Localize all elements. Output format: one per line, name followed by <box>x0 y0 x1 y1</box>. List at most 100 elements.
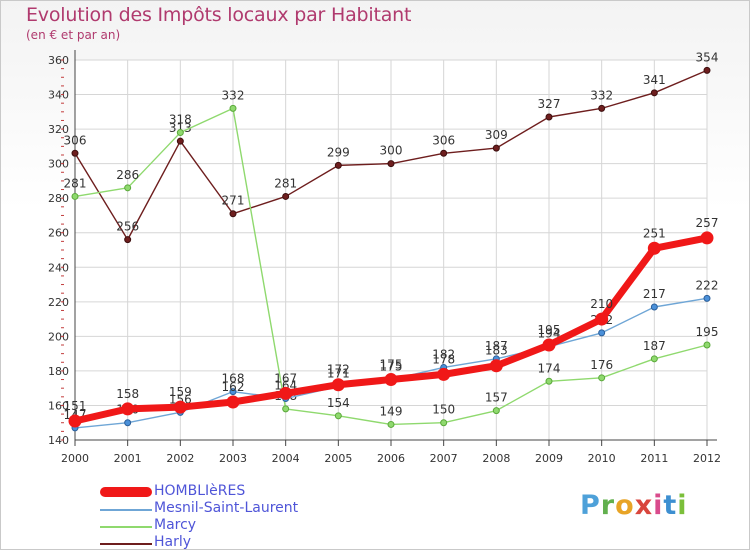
data-point-harly <box>492 144 500 152</box>
chart-title: Evolution des Impôts locaux par Habitant <box>26 4 412 26</box>
data-label-mesnil: 222 <box>696 278 719 292</box>
y-tick-label: 180 <box>48 365 69 378</box>
legend-label-marcy: Marcy <box>154 517 197 533</box>
data-point-marcy <box>71 192 79 200</box>
chart-subtitle: (en € et par an) <box>26 28 121 42</box>
data-point-hombl <box>331 378 345 392</box>
legend-swatch-harly <box>100 543 152 545</box>
data-point-harly <box>387 160 395 168</box>
data-label-mesnil: 175 <box>380 360 403 374</box>
data-label-marcy: 195 <box>696 325 719 339</box>
x-tick-label: 2005 <box>324 452 352 465</box>
data-label-hombl: 162 <box>222 380 245 394</box>
data-label-marcy: 174 <box>538 361 561 375</box>
data-label-mesnil: 194 <box>538 327 561 341</box>
data-label-mesnil: 168 <box>222 372 245 386</box>
data-point-marcy <box>440 419 448 427</box>
data-label-harly: 309 <box>485 128 508 142</box>
data-label-harly: 313 <box>169 121 192 135</box>
data-label-hombl: 159 <box>169 385 192 399</box>
data-label-hombl: 210 <box>590 297 613 311</box>
data-label-marcy: 150 <box>432 403 455 417</box>
data-label-harly: 299 <box>327 145 350 159</box>
data-label-hombl: 257 <box>696 216 719 230</box>
data-label-hombl: 172 <box>327 363 350 377</box>
x-tick-label: 2010 <box>588 452 616 465</box>
data-point-marcy <box>387 420 395 428</box>
data-label-hombl: 183 <box>485 344 508 358</box>
y-tick-label: 160 <box>48 399 69 412</box>
data-point-hombl <box>647 241 661 255</box>
data-label-mesnil: 217 <box>643 287 666 301</box>
data-point-marcy <box>703 341 711 349</box>
legend-swatch-marcy <box>100 526 152 528</box>
data-point-marcy <box>545 377 553 385</box>
data-label-hombl: 175 <box>380 358 403 372</box>
data-point-hombl <box>437 367 451 381</box>
data-point-mesnil <box>124 419 132 427</box>
legend-label-mesnil: Mesnil-Saint-Laurent <box>154 500 299 516</box>
data-label-harly: 354 <box>696 50 719 64</box>
x-tick-label: 2006 <box>377 452 405 465</box>
data-point-harly <box>440 149 448 157</box>
data-label-harly: 300 <box>380 144 403 158</box>
data-label-harly: 327 <box>538 97 561 111</box>
data-point-hombl <box>68 414 82 428</box>
data-label-marcy: 281 <box>64 176 87 190</box>
data-point-marcy <box>598 374 606 382</box>
data-point-hombl <box>384 373 398 387</box>
data-label-mesnil: 182 <box>432 347 455 361</box>
y-tick-label: 340 <box>48 89 69 102</box>
data-label-harly: 271 <box>222 194 245 208</box>
data-label-hombl: 195 <box>538 323 561 337</box>
data-point-mesnil <box>229 388 237 396</box>
data-point-hombl <box>489 359 503 373</box>
x-tick-label: 2001 <box>114 452 142 465</box>
data-point-harly <box>598 104 606 112</box>
y-tick-label: 320 <box>48 123 69 136</box>
data-label-hombl: 158 <box>116 387 139 401</box>
data-point-hombl <box>226 395 240 409</box>
data-label-marcy: 286 <box>116 168 139 182</box>
x-tick-label: 2002 <box>166 452 194 465</box>
data-label-mesnil: 187 <box>485 339 508 353</box>
data-label-marcy: 157 <box>485 391 508 405</box>
proxiti-logo: Proxiti <box>580 490 688 521</box>
data-label-hombl: 178 <box>432 352 455 366</box>
y-tick-label: 240 <box>48 261 69 274</box>
data-point-harly <box>545 113 553 121</box>
data-label-harly: 332 <box>590 88 613 102</box>
legend-label-harly: Harly <box>154 534 192 550</box>
x-tick-label: 2007 <box>430 452 458 465</box>
y-tick-label: 280 <box>48 192 69 205</box>
data-point-hombl <box>279 386 293 400</box>
data-label-marcy: 318 <box>169 113 192 127</box>
data-point-hombl <box>173 400 187 414</box>
data-point-marcy <box>176 129 184 137</box>
data-point-marcy <box>492 407 500 415</box>
data-point-hombl <box>121 402 135 416</box>
legend-swatch-mesnil <box>100 509 152 511</box>
data-label-marcy: 332 <box>222 88 245 102</box>
y-tick-label: 260 <box>48 227 69 240</box>
data-point-hombl <box>542 338 556 352</box>
data-point-harly <box>650 89 658 97</box>
data-point-marcy <box>124 184 132 192</box>
data-label-harly: 306 <box>64 133 87 147</box>
data-label-harly: 256 <box>116 220 139 234</box>
data-point-harly <box>71 149 79 157</box>
data-label-harly: 306 <box>432 133 455 147</box>
x-tick-label: 2004 <box>272 452 300 465</box>
data-point-hombl <box>595 312 609 326</box>
data-point-marcy <box>229 104 237 112</box>
data-point-mesnil <box>703 294 711 302</box>
data-point-hombl <box>700 231 714 245</box>
data-point-harly <box>334 161 342 169</box>
x-tick-label: 2011 <box>640 452 668 465</box>
data-label-mesnil: 171 <box>327 366 350 380</box>
data-label-hombl: 251 <box>643 226 666 240</box>
data-point-mesnil <box>598 329 606 337</box>
data-label-harly: 281 <box>274 176 297 190</box>
x-tick-label: 2009 <box>535 452 563 465</box>
data-point-harly <box>282 192 290 200</box>
